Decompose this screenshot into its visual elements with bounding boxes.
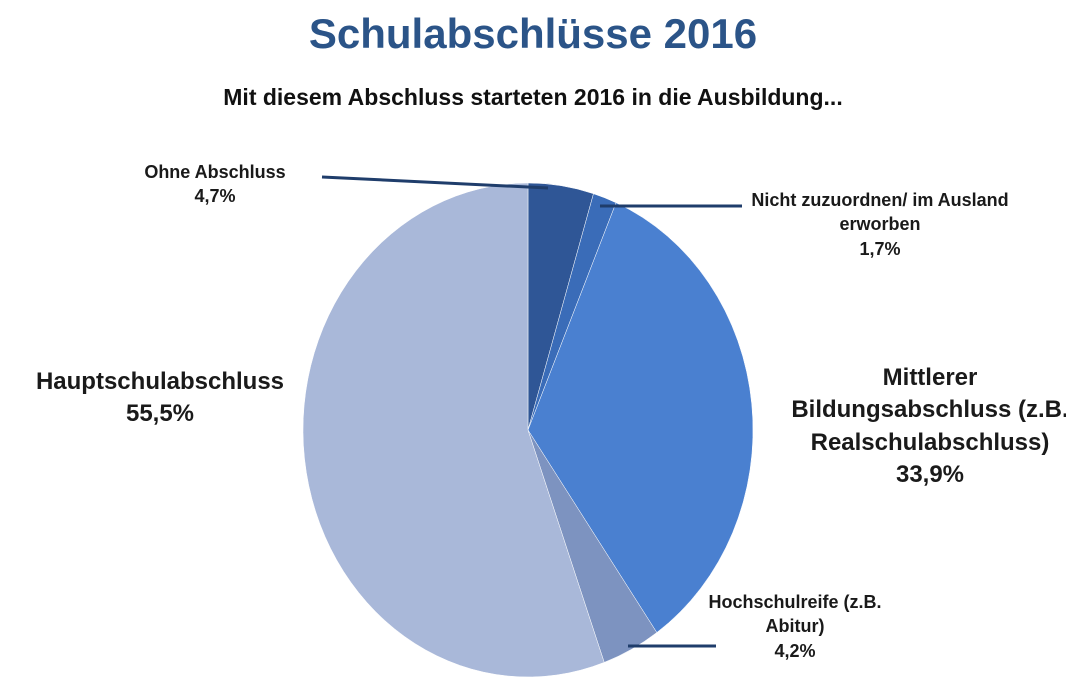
slice-value: 4,2% [774, 640, 816, 661]
slice-value: 1,7% [859, 238, 901, 259]
slice-label: Hochschulreife (z.B. Abitur) 4,2% [700, 590, 890, 663]
chart-title: Schulabschlüsse 2016 [308, 10, 758, 57]
slice-label: Mittlerer Bildungsabschluss (z.B. Realsc… [770, 362, 1066, 492]
slice-category: Nicht zuzuordnen/ im Ausland erworben [751, 190, 1009, 235]
leader-line [321, 175, 549, 190]
pie-slice [302, 182, 605, 678]
slice-value: 33,9% [895, 461, 965, 489]
slice-category: Hochschulreife (z.B. Abitur) [708, 592, 882, 637]
slice-value: 55,5% [125, 400, 195, 428]
slice-value: 4,7% [194, 186, 236, 207]
slice-category: Hauptschulabschluss [35, 368, 285, 395]
chart-subtitle: Mit diesem Abschluss starteten 2016 in d… [223, 84, 843, 110]
slice-category: Ohne Abschluss [144, 162, 286, 182]
pie-slice [527, 202, 754, 633]
slice-label: Nicht zuzuordnen/ im Ausland erworben 1,7… [740, 188, 1020, 261]
slice-label: Hauptschulabschluss 55,5% [10, 366, 310, 431]
slice-category: Mittlerer Bildungsabschluss (z.B. Realsc… [791, 364, 1066, 456]
slice-label: Ohne Abschluss 4,7% [115, 160, 315, 209]
